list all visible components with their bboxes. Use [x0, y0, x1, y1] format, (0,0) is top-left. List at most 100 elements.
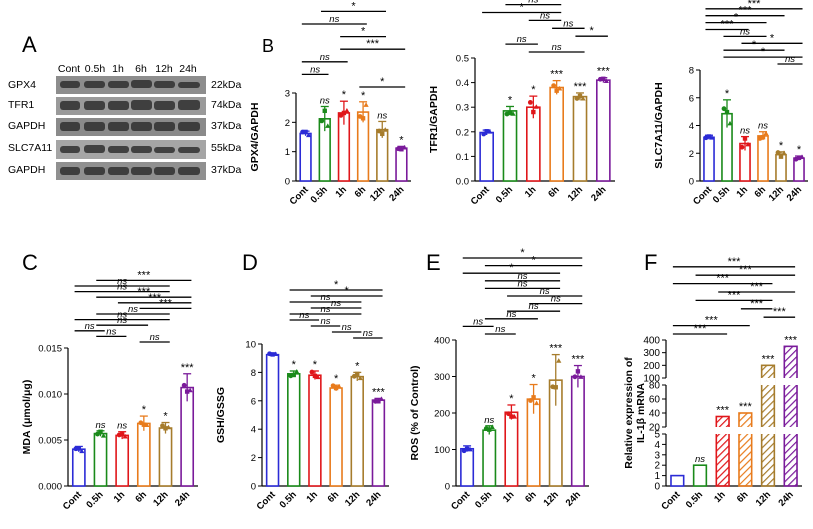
comparison-label: ns [540, 10, 550, 21]
blot-time-1h: 1h [112, 63, 124, 75]
data-point [322, 108, 327, 114]
x-tick-label: 6h [133, 489, 149, 505]
comparison-label: ns [517, 278, 527, 289]
bar-significance-label: *** [574, 81, 588, 93]
data-point [303, 129, 308, 135]
bar-significance-label: ns [95, 420, 105, 431]
comparison-label: ns [552, 42, 562, 53]
comparison-label: * [531, 255, 536, 267]
data-point [739, 144, 745, 150]
y-axis-label: Relative expression of [623, 357, 635, 469]
comparison-label: ns [85, 321, 95, 332]
data-point [577, 93, 583, 99]
comparison-label: * [520, 2, 525, 14]
data-point [507, 110, 513, 115]
data-point [341, 110, 347, 116]
comparison-label: *** [748, 0, 762, 10]
comparison-label: *** [148, 292, 162, 304]
data-point [464, 446, 470, 452]
y-tick-label: 8 [251, 368, 256, 379]
data-point [187, 387, 193, 393]
data-point [554, 88, 559, 93]
comparison-label: *** [705, 315, 719, 327]
comparison-label: * [334, 279, 339, 291]
bar-6h [738, 412, 753, 487]
bar-1h [504, 411, 519, 487]
data-point [796, 155, 802, 161]
x-tick-label: 12h [151, 489, 170, 508]
data-point [333, 385, 339, 391]
bar-significance-label: * [779, 140, 784, 152]
data-point [572, 374, 578, 380]
bar-cont [703, 136, 715, 182]
comparison-label: *** [750, 281, 764, 293]
comparison-label: ns [495, 324, 505, 335]
data-point [79, 448, 85, 454]
comparison-label: ns [117, 276, 127, 287]
blot-protein-gpx4: GPX4 [8, 79, 36, 91]
bar-6h [136, 422, 151, 487]
bar-cont [265, 353, 280, 487]
y-tick-label: 0.005 [38, 436, 62, 447]
y-tick-label: 0.1 [456, 152, 469, 163]
data-point [580, 95, 586, 101]
comparison-label: *** [366, 38, 380, 50]
data-point [551, 83, 557, 89]
data-point [533, 400, 540, 406]
data-point [709, 135, 715, 140]
blot-time-6h: 6h [135, 63, 147, 75]
comparison-label: ns [740, 26, 750, 37]
x-tick-label: 6h [326, 489, 342, 505]
comparison-label: *** [159, 297, 173, 309]
x-tick-label: 12h [343, 489, 362, 508]
bar-significance-label: *** [571, 354, 585, 366]
y-tick-label: 0 [654, 482, 660, 493]
comparison-label: ns [320, 52, 330, 63]
data-point [603, 78, 609, 84]
x-tick-label: 24h [387, 184, 406, 203]
bar-12h [572, 95, 588, 182]
x-tick-label: 24h [785, 184, 804, 203]
blot-time-24h: 24h [179, 63, 197, 75]
x-tick-label: 24h [364, 489, 383, 508]
bar-significance-label: ns [740, 126, 750, 137]
data-point [706, 134, 712, 139]
data-point [141, 422, 147, 427]
y-tick-label: 0 [689, 177, 694, 188]
y-tick-label: 1 [654, 471, 660, 482]
x-tick-label: 24h [173, 489, 192, 508]
y-axis-label: IL-1β mRNA [635, 383, 647, 443]
comparison-label: ns [331, 298, 341, 309]
comparison-label: ns [517, 34, 527, 45]
data-point [319, 118, 325, 124]
data-point [557, 85, 563, 91]
x-tick-label: 6h [523, 489, 539, 505]
y-tick-label: 2 [251, 453, 256, 464]
data-point [309, 369, 315, 375]
data-point [509, 414, 514, 419]
data-point [745, 141, 751, 147]
bar-24h [395, 147, 408, 182]
x-tick-label: 1h [734, 184, 750, 200]
data-point [165, 424, 172, 430]
x-tick-label: 0.5h [278, 489, 299, 510]
bar-significance-label: *** [739, 401, 753, 413]
data-point [122, 433, 128, 439]
bar-significance-label: * [142, 404, 147, 416]
bar-12h [350, 375, 364, 487]
comparison-label: *** [750, 298, 764, 310]
comparison-label: ns [785, 54, 795, 65]
x-tick-label: Cont [691, 184, 715, 208]
x-tick-label: 0.5h [711, 184, 732, 205]
comparison-label: *** [728, 289, 742, 301]
y-tick-label: 300 [643, 348, 660, 359]
x-tick-label: Cont [449, 489, 473, 513]
data-point [336, 383, 342, 389]
data-point [144, 422, 150, 427]
y-tick-label: 40 [649, 409, 661, 420]
bar-6h [549, 86, 565, 182]
data-point [763, 130, 769, 136]
y-tick-label: 6 [689, 93, 694, 104]
data-point [781, 150, 787, 155]
